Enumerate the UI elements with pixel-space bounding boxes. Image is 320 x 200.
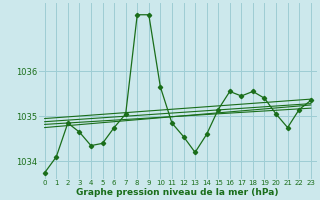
X-axis label: Graphe pression niveau de la mer (hPa): Graphe pression niveau de la mer (hPa) <box>76 188 279 197</box>
